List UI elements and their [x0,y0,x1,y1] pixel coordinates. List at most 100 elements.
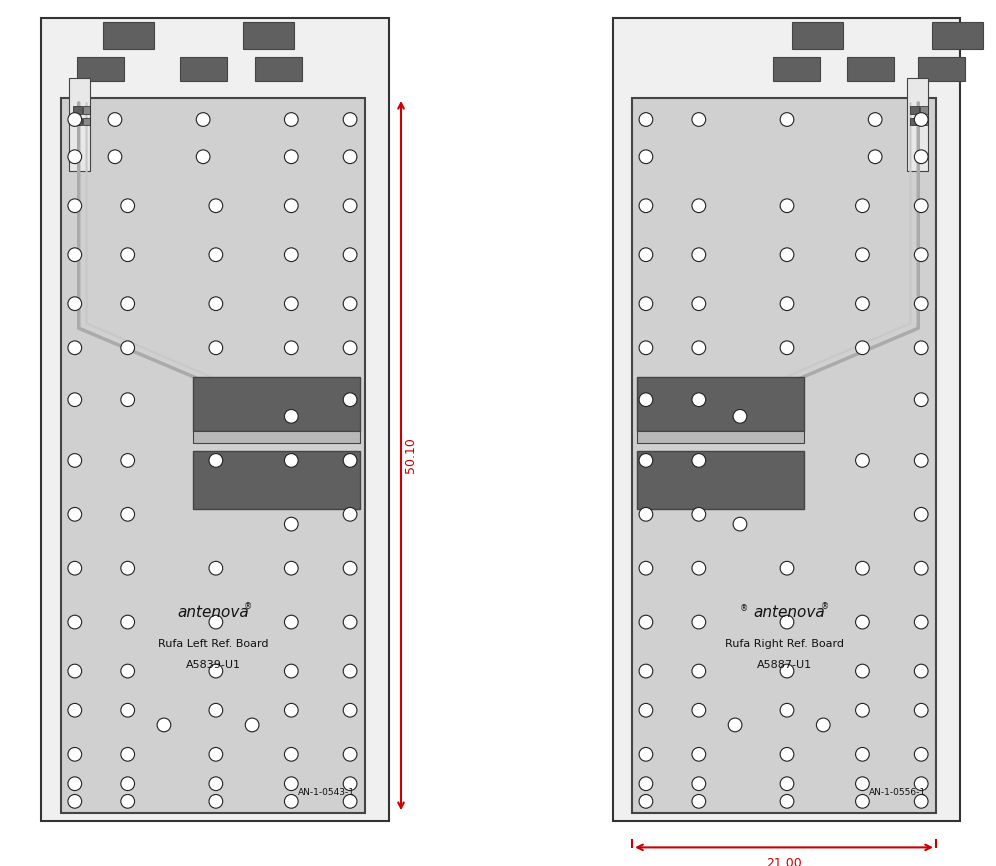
Text: Rufa Right Ref. Board: Rufa Right Ref. Board [724,638,844,649]
Circle shape [856,454,870,468]
Circle shape [692,747,706,761]
Circle shape [285,454,298,468]
Bar [255,57,302,81]
Bar [792,22,843,49]
Bar [632,98,936,813]
Circle shape [121,794,134,808]
Circle shape [639,747,652,761]
Circle shape [209,664,223,678]
Text: ®: ® [740,604,748,613]
Circle shape [780,747,794,761]
Bar [910,118,919,126]
Circle shape [285,703,298,717]
Circle shape [121,664,134,678]
Circle shape [692,341,706,355]
Circle shape [209,703,223,717]
Circle shape [344,664,357,678]
Circle shape [856,747,870,761]
Circle shape [285,561,298,575]
Circle shape [914,777,928,791]
Circle shape [780,199,794,212]
Bar [69,78,91,171]
Bar [910,106,919,113]
Circle shape [109,113,122,126]
Circle shape [914,747,928,761]
Circle shape [285,113,298,126]
Circle shape [121,393,134,406]
Circle shape [121,341,134,355]
Circle shape [285,664,298,678]
Circle shape [285,794,298,808]
Circle shape [692,454,706,468]
Circle shape [639,113,652,126]
Circle shape [285,199,298,212]
Circle shape [344,113,357,126]
Circle shape [68,341,82,355]
Bar [920,118,928,126]
Circle shape [121,615,134,629]
Circle shape [639,703,652,717]
Circle shape [856,199,870,212]
Circle shape [692,393,706,406]
Circle shape [68,615,82,629]
Text: ®: ® [244,603,253,611]
Circle shape [209,341,223,355]
Text: 50.10: 50.10 [404,437,417,474]
Circle shape [344,454,357,468]
Text: Rufa Left Ref. Board: Rufa Left Ref. Board [157,638,268,649]
Circle shape [856,794,870,808]
Text: A5839-U1: A5839-U1 [185,660,240,670]
Circle shape [285,517,298,531]
Bar [906,78,928,171]
Circle shape [639,341,652,355]
Circle shape [639,297,652,311]
Circle shape [914,664,928,678]
Circle shape [68,454,82,468]
Circle shape [285,777,298,791]
Circle shape [285,410,298,423]
Circle shape [780,561,794,575]
Circle shape [692,199,706,212]
Circle shape [914,393,928,406]
Circle shape [121,199,134,212]
Circle shape [856,297,870,311]
Circle shape [68,777,82,791]
Bar [193,431,360,443]
Circle shape [639,561,652,575]
Circle shape [68,199,82,212]
Circle shape [121,507,134,521]
Circle shape [914,297,928,311]
Circle shape [639,150,652,164]
Circle shape [121,703,134,717]
Circle shape [914,150,928,164]
Circle shape [692,777,706,791]
Circle shape [196,113,210,126]
Text: antenova: antenova [753,605,825,620]
Circle shape [639,507,652,521]
Circle shape [209,794,223,808]
Bar [73,118,82,126]
Circle shape [209,199,223,212]
Circle shape [780,777,794,791]
Circle shape [639,248,652,262]
Bar [920,106,928,113]
Circle shape [68,747,82,761]
Bar [637,378,804,431]
Bar [73,106,82,113]
Text: antenova: antenova [177,605,249,620]
Circle shape [780,703,794,717]
Circle shape [285,248,298,262]
Circle shape [68,297,82,311]
Circle shape [68,393,82,406]
Circle shape [639,777,652,791]
Circle shape [780,113,794,126]
Circle shape [639,794,652,808]
Circle shape [856,615,870,629]
Circle shape [780,341,794,355]
Circle shape [856,561,870,575]
Circle shape [639,199,652,212]
Circle shape [692,615,706,629]
Bar [847,57,893,81]
Circle shape [344,507,357,521]
Circle shape [344,703,357,717]
